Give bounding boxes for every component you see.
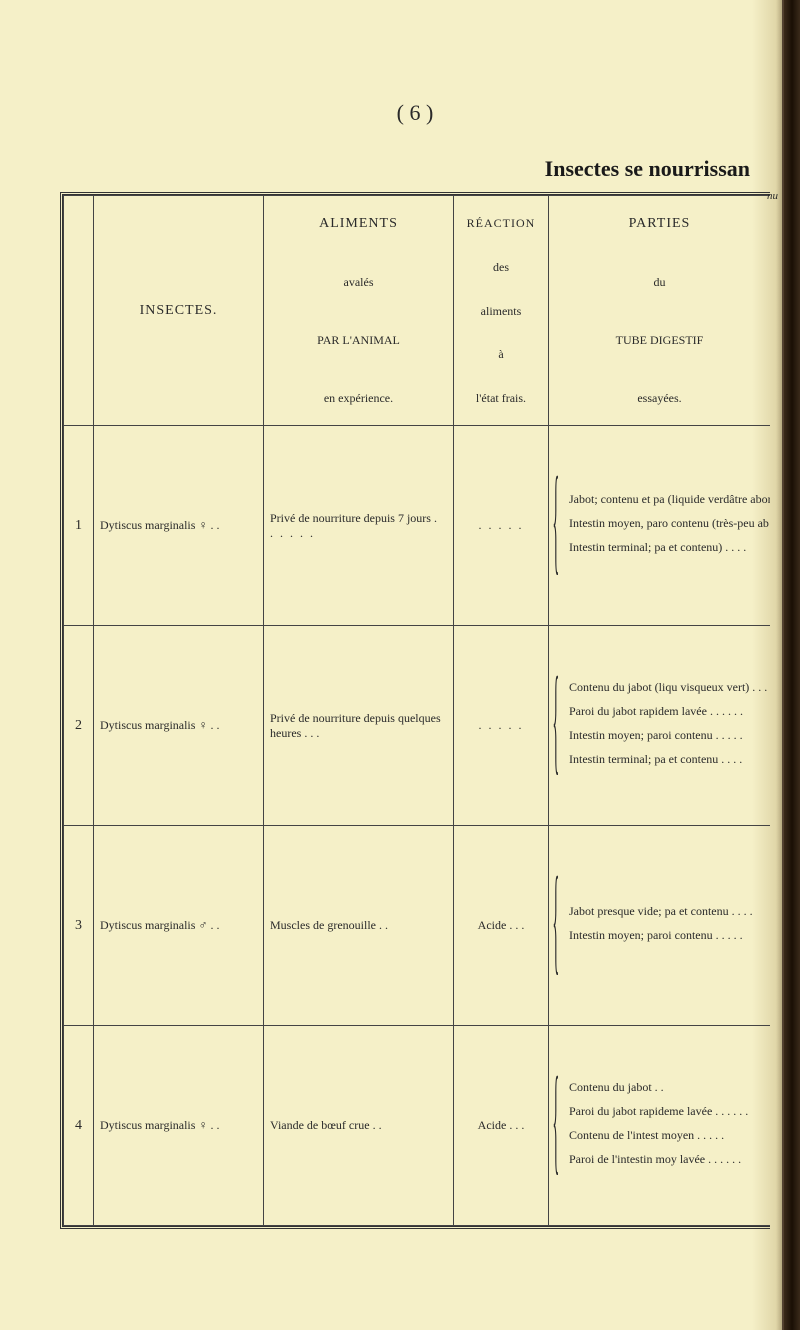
row-aliment: Privé de nourriture depuis 7 jours . . .… bbox=[264, 426, 454, 626]
page-content: ( 6 ) Insectes se nourrissan nu INSECTES… bbox=[0, 0, 800, 1330]
header-insectes: INSECTES. bbox=[94, 196, 264, 426]
parties-p3: Contenu de l'intest moyen . . . . . bbox=[569, 1126, 764, 1144]
header-parties: PARTIES du TUBE DIGESTIF essayées. bbox=[549, 196, 771, 426]
header-aliments-sub1: avalés bbox=[344, 275, 374, 290]
row-num: 1 bbox=[64, 426, 94, 626]
table-row: 2 Dytiscus marginalis ♀ . . Privé de nou… bbox=[64, 626, 771, 826]
table-row: 3 Dytiscus marginalis ♂ . . Muscles de g… bbox=[64, 826, 771, 1026]
row-insect: Dytiscus marginalis ♀ . . bbox=[94, 426, 264, 626]
parties-p2: Intestin moyen, paro contenu (très-peu a… bbox=[569, 514, 764, 532]
parties-p1: Jabot presque vide; pa et contenu . . . … bbox=[569, 902, 764, 920]
table-row: 4 Dytiscus marginalis ♀ . . Viande de bœ… bbox=[64, 1026, 771, 1226]
table-row: 1 Dytiscus marginalis ♀ . . Privé de nou… bbox=[64, 426, 771, 626]
header-insectes-label: INSECTES. bbox=[140, 303, 218, 319]
data-table: INSECTES. ALIMENTS avalés PAR L'ANIMAL e… bbox=[63, 195, 770, 1226]
header-reaction-sub1: des bbox=[493, 260, 509, 275]
header-reaction-sub4: l'état frais. bbox=[476, 391, 526, 406]
data-table-container: INSECTES. ALIMENTS avalés PAR L'ANIMAL e… bbox=[60, 192, 770, 1229]
parties-p1: Jabot; contenu et pa (liquide verdâtre a… bbox=[569, 490, 764, 508]
header-aliments-main: ALIMENTS bbox=[319, 216, 398, 232]
header-parties-main: PARTIES bbox=[629, 216, 691, 232]
row-parties: Jabot; contenu et pa (liquide verdâtre a… bbox=[549, 426, 771, 626]
parties-p1: Contenu du jabot . . bbox=[569, 1078, 764, 1096]
row-reaction: Acide . . . bbox=[454, 826, 549, 1026]
header-aliments-sub2: PAR L'ANIMAL bbox=[317, 333, 400, 348]
header-aliments: ALIMENTS avalés PAR L'ANIMAL en expérien… bbox=[264, 196, 454, 426]
row-aliment: Privé de nourriture depuis quelques heur… bbox=[264, 626, 454, 826]
parties-p4: Paroi de l'intestin moy lavée . . . . . … bbox=[569, 1150, 764, 1168]
header-reaction: RÉACTION des aliments à l'état frais. bbox=[454, 196, 549, 426]
page-number: ( 6 ) bbox=[60, 100, 770, 126]
row-parties: Contenu du jabot . . Paroi du jabot rapi… bbox=[549, 1026, 771, 1226]
header-num bbox=[64, 196, 94, 426]
row-parties: Contenu du jabot (liqu visqueux vert) . … bbox=[549, 626, 771, 826]
table-header-row: INSECTES. ALIMENTS avalés PAR L'ANIMAL e… bbox=[64, 196, 771, 426]
header-reaction-sub3: à bbox=[498, 347, 503, 362]
header-reaction-sub2: aliments bbox=[481, 304, 522, 319]
edge-marginal-text: nu bbox=[767, 190, 778, 202]
row-num: 3 bbox=[64, 826, 94, 1026]
row-reaction: . . . . . bbox=[454, 426, 549, 626]
header-aliments-sub3: en expérience. bbox=[324, 391, 393, 406]
parties-p2: Paroi du jabot rapideme lavée . . . . . … bbox=[569, 1102, 764, 1120]
parties-p2: Intestin moyen; paroi contenu . . . . . bbox=[569, 926, 764, 944]
row-insect: Dytiscus marginalis ♀ . . bbox=[94, 626, 264, 826]
parties-p4: Intestin terminal; pa et contenu . . . . bbox=[569, 750, 764, 768]
aliment-text: Privé de nourriture depuis 7 jours bbox=[270, 511, 431, 525]
row-parties: Jabot presque vide; pa et contenu . . . … bbox=[549, 826, 771, 1026]
row-num: 2 bbox=[64, 626, 94, 826]
parties-p1: Contenu du jabot (liqu visqueux vert) . … bbox=[569, 678, 764, 696]
row-reaction: . . . . . bbox=[454, 626, 549, 826]
row-aliment: Viande de bœuf crue . . bbox=[264, 1026, 454, 1226]
row-reaction: Acide . . . bbox=[454, 1026, 549, 1226]
header-reaction-main: RÉACTION bbox=[467, 216, 536, 231]
parties-p3: Intestin terminal; pa et contenu) . . . … bbox=[569, 538, 764, 556]
header-parties-sub2: TUBE DIGESTIF bbox=[616, 333, 704, 348]
row-aliment: Muscles de grenouille . . bbox=[264, 826, 454, 1026]
parties-p3: Intestin moyen; paroi contenu . . . . . bbox=[569, 726, 764, 744]
parties-p2: Paroi du jabot rapidem lavée . . . . . . bbox=[569, 702, 764, 720]
header-parties-sub1: du bbox=[654, 275, 666, 290]
row-insect: Dytiscus marginalis ♀ . . bbox=[94, 1026, 264, 1226]
page-title: Insectes se nourrissan bbox=[60, 156, 770, 182]
header-parties-sub3: essayées. bbox=[637, 391, 681, 406]
row-insect: Dytiscus marginalis ♂ . . bbox=[94, 826, 264, 1026]
row-num: 4 bbox=[64, 1026, 94, 1226]
